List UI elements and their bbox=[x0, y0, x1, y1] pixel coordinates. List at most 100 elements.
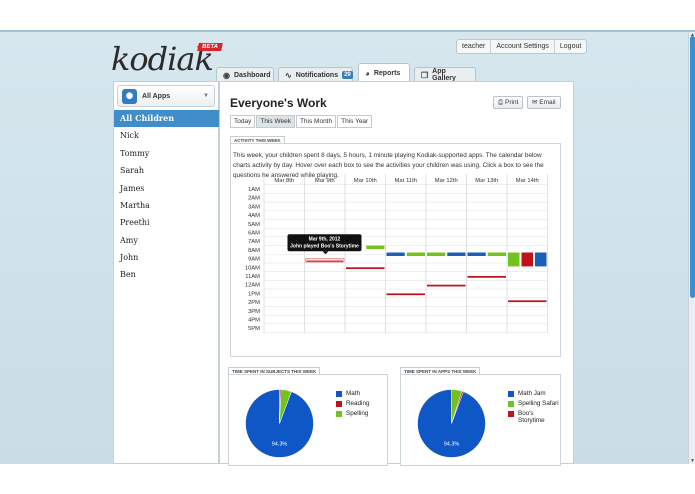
tab-app-gallery[interactable]: ❐ App Gallery bbox=[414, 67, 476, 82]
scrollbar-thumb[interactable] bbox=[690, 36, 695, 298]
print-button[interactable]: ⎙ Print bbox=[493, 96, 524, 109]
activity-block bbox=[467, 252, 486, 256]
sidebar-item-james[interactable]: James bbox=[120, 184, 145, 193]
period-selector: Today This Week This Month This Year bbox=[230, 115, 373, 128]
apps-pie-chart[interactable]: 94.3% bbox=[414, 386, 489, 461]
beta-badge: BETA bbox=[197, 43, 223, 51]
sidebar-item-preethi[interactable]: Preethi bbox=[120, 218, 150, 227]
pie-percent-label: 94.3% bbox=[444, 442, 460, 448]
tab-reports[interactable]: ◕ Reports bbox=[358, 63, 410, 82]
sidebar-item-amy[interactable]: Amy bbox=[120, 236, 138, 245]
calendar-hour-label: 11AM bbox=[245, 274, 260, 280]
calendar-tooltip-text: John played Boo's Storytime bbox=[290, 244, 359, 250]
activity-block bbox=[366, 245, 385, 250]
calendar-tooltip-title: Mar 9th, 2012 bbox=[309, 237, 341, 243]
tab-notifications[interactable]: ∿ Notifications 29 bbox=[278, 67, 353, 82]
legend-reading: Reading bbox=[336, 400, 369, 407]
activity-block bbox=[427, 284, 466, 287]
kodiak-logo[interactable]: kodiak bbox=[111, 40, 214, 78]
sidebar-item-john[interactable]: John bbox=[120, 253, 139, 262]
sidebar-item-sarah[interactable]: Sarah bbox=[120, 166, 144, 175]
legend-boos-storytime: Boo's Storytime bbox=[508, 410, 558, 424]
legend-label: Math Jam bbox=[518, 390, 546, 397]
calendar-day-label: Mar 9th bbox=[315, 178, 335, 184]
sidebar-item-tommy[interactable]: Tommy bbox=[120, 149, 150, 158]
sidebar-item-ben[interactable]: Ben bbox=[120, 270, 136, 279]
tab-label: App Gallery bbox=[432, 68, 456, 82]
calendar-day-label: Mar 10th bbox=[354, 178, 377, 184]
activity-block bbox=[427, 252, 446, 256]
email-icon: ✉ bbox=[532, 99, 538, 106]
legend-spelling-safari: Spelling Safari bbox=[508, 400, 559, 407]
tab-dashboard[interactable]: ◉ Dashboard bbox=[216, 67, 274, 82]
calendar-hour-label: 2PM bbox=[248, 300, 260, 306]
calendar-hour-label: 6AM bbox=[248, 231, 260, 237]
period-this-week[interactable]: This Week bbox=[256, 115, 295, 128]
sidebar-item-nick[interactable]: Nick bbox=[120, 131, 139, 140]
calendar-hour-label: 4PM bbox=[248, 318, 260, 324]
calendar-day-label: Mar 8th bbox=[274, 178, 294, 184]
activity-calendar[interactable]: Mar 8th Mar 9th Mar 10th Mar 11th Mar 12th Ma… bbox=[230, 174, 561, 354]
app-selector[interactable]: ✺ All Apps ▼ bbox=[117, 85, 215, 107]
activity-block bbox=[305, 258, 345, 263]
pulse-icon: ∿ bbox=[285, 70, 292, 80]
legend-label: Spelling bbox=[346, 410, 369, 417]
calendar-tooltip-box bbox=[287, 234, 362, 252]
email-button[interactable]: ✉ Email bbox=[527, 96, 561, 109]
activity-block bbox=[447, 252, 466, 256]
legend-swatch bbox=[508, 401, 514, 407]
activity-block bbox=[386, 252, 405, 256]
legend-swatch bbox=[336, 391, 342, 397]
chevron-down-icon: ▼ bbox=[203, 93, 209, 99]
sidebar-item-martha[interactable]: Martha bbox=[120, 201, 150, 210]
activity-panel bbox=[230, 143, 561, 357]
pie-percent-label: 94.3% bbox=[272, 442, 288, 448]
sidebar-item-all-children[interactable]: All Children bbox=[114, 110, 230, 127]
period-this-year[interactable]: This Year bbox=[337, 115, 373, 128]
activity-block-bar bbox=[306, 260, 343, 262]
pie-slice-boo-s-storytime bbox=[451, 390, 464, 424]
pie-chart-icon: ◕ bbox=[365, 68, 370, 78]
activity-description: This week, your children spent 8 days, 5… bbox=[233, 152, 544, 179]
subjects-section-tab: TIME SPENT IN SUBJECTS THIS WEEK bbox=[228, 367, 321, 375]
calendar-day-label: Mar 13th bbox=[475, 178, 498, 184]
legend-swatch bbox=[508, 411, 514, 417]
app-selector-label: All Apps bbox=[142, 92, 171, 100]
calendar-day-label: Mar 11th bbox=[395, 178, 417, 184]
calendar-day-label: Mar 14th bbox=[516, 178, 539, 184]
legend-label: Reading bbox=[346, 400, 370, 407]
account-settings-link[interactable]: Account Settings bbox=[490, 40, 554, 53]
scroll-down-icon[interactable]: ▼ bbox=[690, 458, 695, 464]
legend-math-jam: Math Jam bbox=[508, 390, 546, 397]
vertical-scrollbar[interactable]: ▲ ▼ bbox=[688, 32, 695, 464]
browser-bottom-bar bbox=[0, 464, 695, 494]
browser-top-bar bbox=[0, 0, 695, 32]
account-links: teacher Account Settings Logout bbox=[456, 39, 588, 54]
calendar-hour-label: 10AM bbox=[245, 265, 260, 271]
bear-icon: ◉ bbox=[223, 70, 230, 80]
activity-block bbox=[346, 267, 385, 270]
apps-section-tab: TIME SPENT IN APPS THIS WEEK bbox=[400, 367, 481, 375]
activity-block bbox=[508, 252, 520, 267]
scroll-up-icon[interactable]: ▲ bbox=[690, 32, 695, 38]
logout-link[interactable]: Logout bbox=[553, 40, 586, 53]
calendar-hour-label: 3PM bbox=[248, 309, 260, 315]
period-today[interactable]: Today bbox=[230, 115, 256, 128]
calendar-hour-label: 1AM bbox=[248, 187, 260, 193]
username-link[interactable]: teacher bbox=[462, 43, 486, 50]
calendar-hour-label: 12AM bbox=[245, 283, 260, 289]
period-this-month[interactable]: This Month bbox=[295, 115, 337, 128]
legend-label: Boo's Storytime bbox=[518, 410, 545, 424]
calendar-hour-label: 9AM bbox=[248, 257, 260, 263]
legend-swatch bbox=[336, 411, 342, 417]
calendar-hour-label: 7AM bbox=[248, 239, 260, 245]
activity-block bbox=[467, 276, 506, 278]
calendar-hour-label: 3AM bbox=[248, 204, 260, 210]
gallery-icon: ❐ bbox=[421, 70, 429, 80]
calendar-hour-label: 2AM bbox=[248, 196, 260, 202]
calendar-hour-label: 8AM bbox=[248, 248, 260, 254]
subjects-pie-chart[interactable]: 94.3% bbox=[242, 386, 317, 461]
activity-block bbox=[508, 300, 547, 303]
tab-label: Reports bbox=[373, 69, 401, 77]
activity-section-tab: ACTIVITY THIS WEEK bbox=[230, 136, 285, 144]
